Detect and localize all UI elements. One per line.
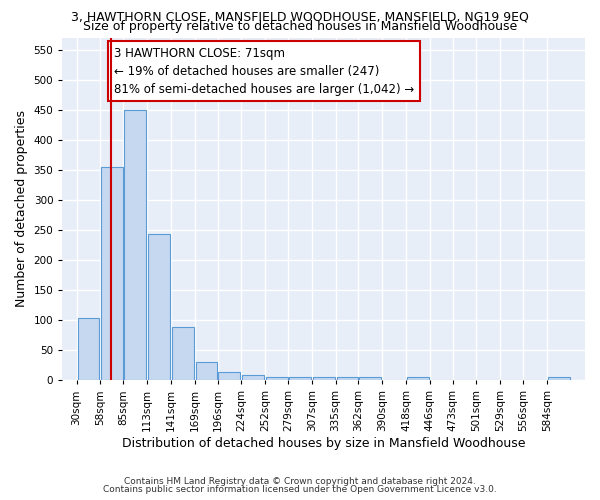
Bar (77, 318, 100, 380)
Bar (101, 167, 123, 380)
X-axis label: Distribution of detached houses by size in Mansfield Woodhouse: Distribution of detached houses by size … (122, 437, 526, 450)
Bar (218, 372, 241, 380)
Bar (172, 328, 194, 380)
Text: 3 HAWTHORN CLOSE: 71sqm
← 19% of detached houses are smaller (247)
81% of semi-d: 3 HAWTHORN CLOSE: 71sqm ← 19% of detache… (114, 46, 414, 96)
Text: Size of property relative to detached houses in Mansfield Woodhouse: Size of property relative to detached ho… (83, 20, 517, 33)
Bar (313, 376, 335, 380)
Bar (407, 376, 429, 380)
Bar (124, 110, 146, 380)
Bar (242, 375, 264, 380)
Bar (289, 376, 311, 380)
Bar (359, 376, 381, 380)
Bar (196, 362, 217, 380)
Bar (148, 234, 170, 380)
Text: Contains public sector information licensed under the Open Government Licence v3: Contains public sector information licen… (103, 485, 497, 494)
Text: 3, HAWTHORN CLOSE, MANSFIELD WOODHOUSE, MANSFIELD, NG19 9EQ: 3, HAWTHORN CLOSE, MANSFIELD WOODHOUSE, … (71, 10, 529, 23)
Bar (548, 378, 570, 380)
Bar (337, 376, 358, 380)
Y-axis label: Number of detached properties: Number of detached properties (15, 110, 28, 308)
Bar (266, 376, 288, 380)
Text: Contains HM Land Registry data © Crown copyright and database right 2024.: Contains HM Land Registry data © Crown c… (124, 477, 476, 486)
